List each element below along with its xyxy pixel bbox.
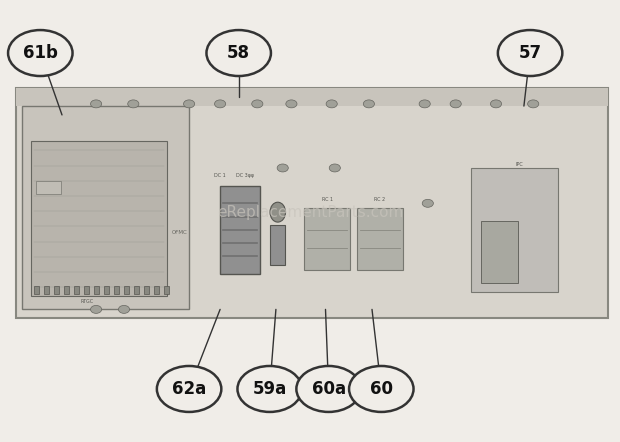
Circle shape	[252, 100, 263, 108]
Bar	[154, 286, 159, 294]
Circle shape	[326, 100, 337, 108]
Text: 60: 60	[370, 380, 393, 398]
Bar	[164, 286, 169, 294]
Bar	[135, 286, 140, 294]
Bar	[31, 141, 167, 296]
Bar	[94, 286, 99, 294]
Circle shape	[286, 100, 297, 108]
Bar	[22, 106, 189, 309]
Text: IPC: IPC	[515, 162, 523, 167]
Circle shape	[91, 100, 102, 108]
Circle shape	[450, 100, 461, 108]
Text: OFMC: OFMC	[172, 230, 188, 235]
Circle shape	[91, 305, 102, 313]
Circle shape	[349, 366, 414, 412]
Text: 60a: 60a	[311, 380, 346, 398]
Circle shape	[8, 30, 73, 76]
Bar	[44, 286, 49, 294]
Bar	[304, 208, 350, 270]
Circle shape	[528, 100, 539, 108]
Circle shape	[490, 100, 502, 108]
Circle shape	[206, 30, 271, 76]
Circle shape	[422, 199, 433, 207]
Circle shape	[498, 30, 562, 76]
Text: DC 1: DC 1	[215, 173, 226, 178]
Circle shape	[296, 366, 361, 412]
Text: 58: 58	[227, 44, 250, 62]
Circle shape	[329, 164, 340, 172]
Text: RC 1: RC 1	[322, 197, 333, 202]
Text: 61b: 61b	[23, 44, 58, 62]
Bar	[64, 286, 69, 294]
Bar	[356, 208, 403, 270]
Bar	[54, 286, 59, 294]
Circle shape	[419, 100, 430, 108]
Bar	[104, 286, 109, 294]
Bar	[84, 286, 89, 294]
Bar	[471, 168, 558, 292]
Circle shape	[118, 305, 130, 313]
Bar	[16, 88, 608, 106]
Circle shape	[277, 164, 288, 172]
Circle shape	[237, 366, 302, 412]
Bar	[270, 225, 285, 265]
Bar	[34, 286, 39, 294]
Bar	[144, 286, 149, 294]
Text: DC 3φφ: DC 3φφ	[236, 173, 254, 178]
Bar	[74, 286, 79, 294]
Circle shape	[363, 100, 374, 108]
Text: RTGC: RTGC	[80, 299, 94, 304]
Circle shape	[184, 100, 195, 108]
Bar	[36, 181, 61, 194]
Bar	[480, 221, 518, 283]
Text: 59a: 59a	[252, 380, 287, 398]
Circle shape	[128, 100, 139, 108]
Ellipse shape	[270, 202, 285, 222]
Bar	[220, 186, 260, 274]
Circle shape	[215, 100, 226, 108]
Circle shape	[157, 366, 221, 412]
Text: eReplacementParts.com: eReplacementParts.com	[217, 205, 403, 220]
Text: 57: 57	[518, 44, 542, 62]
Text: RC 2: RC 2	[374, 197, 385, 202]
Bar	[16, 88, 608, 318]
Bar	[124, 286, 129, 294]
Text: 62a: 62a	[172, 380, 206, 398]
Bar	[114, 286, 119, 294]
